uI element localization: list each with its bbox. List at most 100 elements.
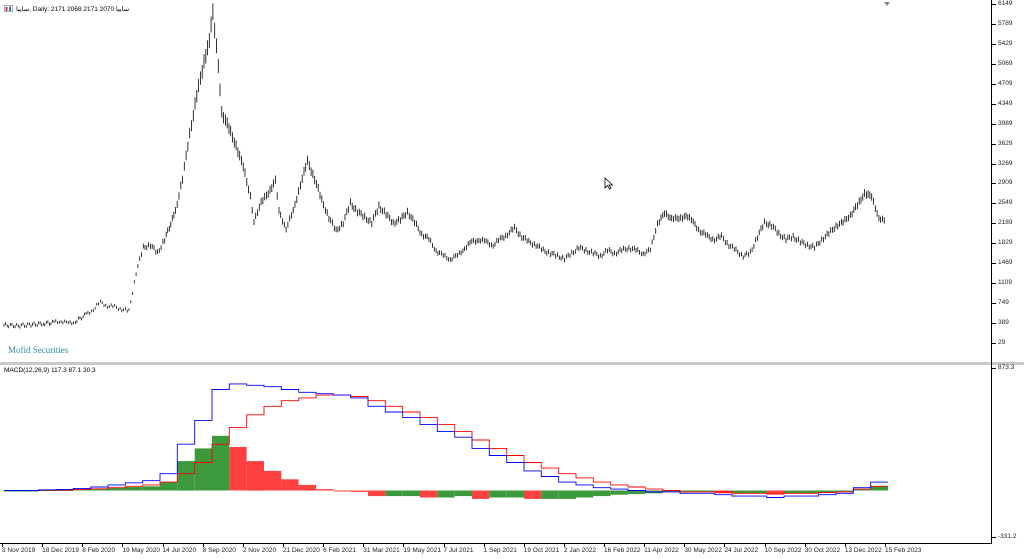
time-tick-label: 10 Sep 2022 [764, 547, 802, 554]
price-tick-mark [992, 203, 996, 205]
macd-histogram-bar [489, 490, 507, 498]
time-tick-label: 24 Jul 2022 [724, 547, 759, 554]
time-axis[interactable]: 3 Nov 2019 18 Dec 2019 8 Feb 2020 19 May 20… [0, 544, 992, 559]
price-tick-mark [992, 43, 996, 45]
macd-histogram-bar [472, 490, 490, 499]
price-axis[interactable]: 6149 5789 5429 5069 4709 4349 3989 3629 3269 2909… [992, 0, 1024, 362]
macd-histogram-bar [558, 490, 576, 499]
macd-histogram-bar [229, 447, 247, 491]
price-tick-label: 389 [998, 319, 1009, 327]
time-tick-mark [282, 544, 284, 547]
macd-histogram-bar [402, 490, 420, 497]
time-tick-mark [604, 544, 606, 547]
time-tick-mark [202, 544, 204, 547]
macd-histogram-bar [749, 490, 767, 494]
macd-histogram-bar [628, 490, 646, 494]
price-tick-label: 1469 [998, 259, 1013, 267]
price-tick-label: 1829 [998, 239, 1013, 247]
macd-histogram-bar [142, 486, 160, 491]
macd-histogram-bar [212, 435, 230, 491]
macd-histogram-bar [836, 490, 854, 492]
macd-histogram-bar [108, 487, 126, 491]
time-tick-mark [403, 544, 405, 547]
price-tick-mark [992, 183, 996, 185]
price-tick-mark [992, 263, 996, 265]
price-tick-label: 3269 [998, 159, 1013, 167]
broker-watermark: Mofid Securities [8, 345, 69, 355]
price-tick-label: 29 [998, 339, 1006, 346]
time-tick-label: 19 Oct 2021 [523, 547, 560, 554]
price-tick-mark [992, 283, 996, 285]
time-tick-label: 30 May 2022 [684, 547, 722, 554]
time-tick-label: 16 Feb 2022 [604, 547, 641, 554]
price-tick-mark [992, 63, 996, 65]
macd-histogram-bar [766, 490, 784, 494]
price-tick-label: 749 [998, 299, 1009, 307]
price-tick-label: 5429 [998, 39, 1013, 47]
price-tick-mark [992, 143, 996, 145]
macd-histogram-bar [576, 490, 594, 498]
macd-main-line [4, 383, 888, 498]
price-tick-label: 3989 [998, 119, 1013, 127]
macd-indicator-pane[interactable] [1, 365, 991, 543]
price-tick-mark [992, 23, 996, 25]
time-tick-label: 8 Feb 2020 [82, 547, 116, 554]
time-tick-mark [764, 544, 766, 547]
pane-separator[interactable] [0, 362, 1024, 365]
chart-border-right [991, 0, 992, 543]
chart-shift-icon[interactable] [884, 2, 890, 6]
time-tick-label: 19 May 2021 [403, 547, 441, 554]
price-tick-label: 2549 [998, 199, 1013, 207]
time-tick-label: 2 Jan 2022 [563, 547, 597, 554]
time-tick-mark [644, 544, 646, 547]
price-tick-label: 4709 [998, 79, 1013, 87]
macd-axis[interactable]: 873.3 -331.2 [992, 364, 1024, 543]
price-tick-mark [992, 123, 996, 125]
price-tick-mark [992, 323, 996, 325]
time-tick-label: 31 Mar 2021 [363, 547, 400, 554]
macd-histogram-bar [333, 490, 351, 492]
macd-histogram-bar [160, 482, 178, 491]
macd-histogram-bar [90, 488, 108, 491]
macd-histogram-bar [73, 489, 91, 491]
chart-title: سایپا, Daily: 2171 2068 2171 2070 سایپا [16, 6, 130, 13]
chart-border-bottom [0, 543, 992, 544]
time-tick-mark [443, 544, 445, 547]
time-tick-label: 15 Feb 2023 [885, 547, 922, 554]
time-tick-mark [804, 544, 806, 547]
macd-axis-max: 873.3 [998, 364, 1015, 371]
time-tick-label: 21 Dec 2020 [282, 547, 320, 554]
time-tick-mark [242, 544, 244, 547]
price-tick-label: 5069 [998, 59, 1013, 67]
macd-histogram-bar [194, 448, 212, 491]
macd-title: MACD(12,26,9) 117.3 87.1 30.3 [4, 367, 96, 374]
time-tick-mark [162, 544, 164, 547]
time-tick-mark [323, 544, 325, 547]
macd-histogram-bar [853, 489, 871, 491]
macd-histogram-bar [818, 490, 836, 493]
macd-histogram-bar [316, 489, 334, 491]
price-tick-label: 2909 [998, 179, 1013, 187]
time-tick-label: 7 Jul 2021 [443, 547, 474, 554]
price-chart-pane[interactable] [1, 1, 991, 362]
macd-histogram-bar [593, 490, 611, 497]
time-tick-label: 3 Nov 2019 [2, 547, 36, 554]
macd-chart [4, 383, 888, 499]
time-tick-mark [684, 544, 686, 547]
macd-histogram-bar [246, 461, 264, 491]
time-tick-mark [42, 544, 44, 547]
macd-histogram-bar [784, 490, 802, 494]
macd-histogram-bar [801, 490, 819, 494]
mouse-cursor-icon [604, 177, 614, 190]
macd-histogram-bar [680, 490, 698, 492]
time-tick-mark [82, 544, 84, 547]
time-tick-mark [2, 544, 3, 547]
time-tick-mark [563, 544, 565, 547]
price-tick-label: 1109 [998, 279, 1012, 287]
time-tick-label: 13 Dec 2022 [844, 547, 882, 554]
time-tick-mark [122, 544, 124, 547]
macd-axis-min: -331.2 [998, 533, 1017, 540]
chart-window-icon [4, 5, 13, 12]
time-tick-mark [523, 544, 525, 547]
